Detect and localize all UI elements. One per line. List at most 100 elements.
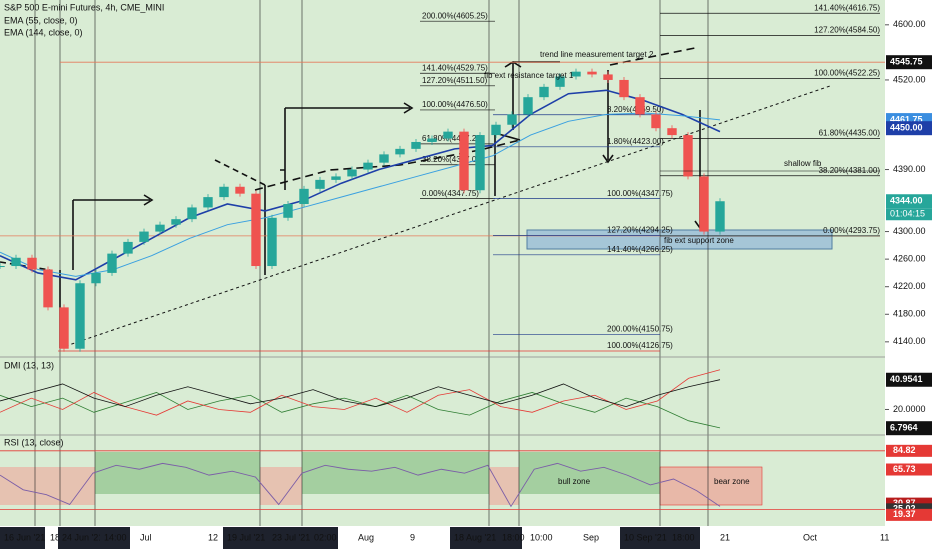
x-tick-label: Sep [583, 532, 599, 542]
y-tick-label: 4180.00 [893, 309, 926, 319]
x-tick-label: 16 Jun '21 [4, 532, 45, 542]
candle [315, 179, 325, 189]
fib-label: 100.00%(4522.25) [814, 69, 880, 78]
candle [171, 219, 181, 225]
candle [219, 186, 229, 198]
candle [411, 141, 421, 149]
candle [283, 204, 293, 218]
candle [107, 253, 117, 273]
fib-label: 61.80%(4427.25) [422, 134, 484, 143]
time-axis [0, 526, 885, 550]
fib-label: 38.20%(4397.00) [422, 155, 484, 164]
zone [0, 467, 95, 505]
y-tick-label: 4520.00 [893, 74, 926, 84]
x-tick-label: 18 [50, 532, 60, 542]
candle [139, 231, 149, 242]
candle [459, 131, 469, 191]
x-tick-box [310, 527, 338, 549]
zone [95, 452, 260, 494]
rsi-line [0, 462, 721, 508]
fib-label: 100.00%(4126.75) [607, 341, 673, 350]
zone-label: bear zone [714, 477, 750, 486]
candle [475, 135, 485, 191]
candle [507, 114, 517, 125]
candle [619, 79, 629, 98]
candle [571, 71, 581, 77]
y-tick-label: 4140.00 [893, 336, 926, 346]
x-tick-box [58, 527, 100, 549]
candle [587, 71, 597, 75]
rsi-zones [0, 452, 763, 506]
y-tick-label: 4220.00 [893, 281, 926, 291]
y-tick-label: 4600.00 [893, 19, 926, 29]
candle [11, 257, 21, 267]
candle [395, 148, 405, 155]
candle [651, 114, 661, 129]
indicator-label: EMA (55, close, 0) [4, 15, 78, 25]
candle [635, 97, 645, 115]
fib-label: 141.40%(4529.75) [422, 63, 488, 72]
dmi-line [0, 379, 721, 408]
y-tick-label: 4390.00 [893, 164, 926, 174]
ema-line [0, 89, 721, 281]
price-badge-label: 4450.00 [890, 123, 923, 133]
candle [43, 269, 53, 308]
x-tick-label: 10 Sep '21 [624, 532, 667, 542]
candle [0, 266, 5, 268]
fib-label: 100.00%(4476.50) [422, 100, 488, 109]
x-tick-box [0, 527, 45, 549]
candle [603, 74, 613, 80]
fib-label: 127.20%(4294.25) [607, 226, 673, 235]
fib-label: 200.00%(4150.75) [607, 325, 673, 334]
x-tick-label: 02:00 [314, 532, 337, 542]
fib-label: 61.80%(4435.00) [819, 129, 881, 138]
countdown: 01:04:15 [890, 209, 925, 219]
candle [491, 124, 501, 136]
candle [443, 131, 453, 139]
candle [91, 272, 101, 284]
price-badge [886, 55, 932, 70]
fib-label: 1.80%(4423.00) [607, 137, 664, 146]
annotation: shallow fib [784, 159, 822, 168]
candle [267, 217, 277, 267]
pane-title: RSI (13, close) [4, 437, 64, 447]
candle [75, 283, 85, 349]
fib-label: 141.40%(4266.25) [607, 245, 673, 254]
x-tick-label: 24 Jun '21 [62, 532, 103, 542]
candle [27, 257, 37, 270]
candle [59, 307, 69, 349]
x-tick-label: 14:00 [104, 532, 127, 542]
annotation: fib ext support zone [664, 236, 734, 245]
candle [155, 224, 165, 232]
x-tick-label: 18:00 [672, 532, 695, 542]
fib-label: 38.20%(4381.00) [819, 166, 881, 175]
rsi-badge-label: 84.82 [893, 445, 916, 455]
candle [235, 186, 245, 194]
x-tick-label: 19 Jul '21 [227, 532, 265, 542]
fib-label: 200.00%(4605.25) [422, 11, 488, 20]
candle [379, 154, 389, 163]
x-tick-label: 21 [720, 532, 730, 542]
fib-label: 0.00%(4347.75) [422, 189, 479, 198]
candle [363, 162, 373, 170]
rsi-badge-label: 30.87 [893, 498, 916, 508]
x-tick-label: Oct [803, 532, 818, 542]
pane-title: DMI (13, 13) [4, 360, 54, 370]
x-tick-box [223, 527, 268, 549]
x-tick-label: 10:00 [530, 532, 553, 542]
y-tick-label: 4260.00 [893, 254, 926, 264]
chart-title: S&P 500 E-mini Futures, 4h, CME_MINI [4, 2, 164, 12]
candle [251, 193, 261, 267]
rsi-badge [886, 508, 932, 521]
zone [260, 467, 302, 505]
y-tick-label: 20.0000 [893, 404, 926, 414]
candle [523, 97, 533, 115]
x-tick-label: 9 [410, 532, 415, 542]
dmi-badge [886, 421, 932, 436]
candle [555, 76, 565, 87]
dmi-badge [886, 372, 932, 387]
x-tick-label: 11 [880, 532, 889, 542]
rsi-badge [886, 463, 932, 476]
annotation: fib ext resistance target 1 [484, 71, 574, 80]
